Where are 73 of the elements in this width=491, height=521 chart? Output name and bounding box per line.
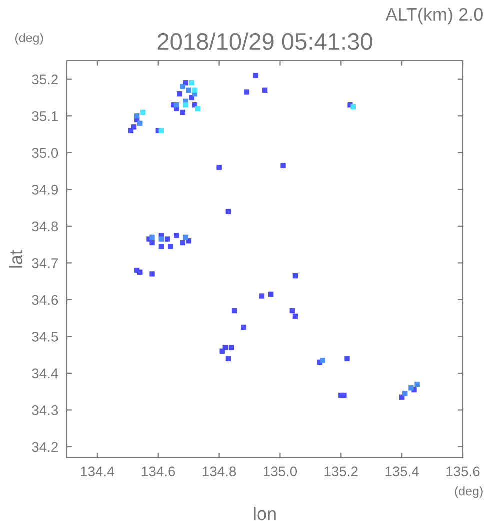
y-tick-label: 34.5 <box>32 332 58 342</box>
y-tick-label: 35.2 <box>32 74 58 85</box>
point <box>350 104 356 110</box>
point <box>158 128 164 134</box>
point <box>344 356 350 362</box>
x-tick-label: 134.8 <box>202 466 236 477</box>
text: (deg) <box>16 33 44 45</box>
y-tick-label: 34.9 <box>32 184 58 195</box>
text: (deg) <box>455 486 483 498</box>
x-tick-label: 135.0 <box>264 466 298 477</box>
point <box>183 102 188 108</box>
x-tick-label: 135.6 <box>446 466 480 477</box>
point <box>226 356 232 362</box>
point <box>177 91 182 97</box>
x-tick-label: 135.2 <box>324 466 358 477</box>
x-tick-label: 134.4 <box>81 466 114 477</box>
point <box>216 165 222 170</box>
point <box>290 308 296 314</box>
point <box>138 270 143 275</box>
point <box>262 88 268 94</box>
chart-title: 2018/10/29 05:41:30 <box>158 32 372 50</box>
point <box>174 102 180 108</box>
point <box>232 308 238 314</box>
y-tick-label: 34.7 <box>32 258 58 268</box>
point <box>150 234 155 240</box>
point <box>220 348 225 354</box>
point <box>180 110 186 116</box>
point <box>150 240 155 246</box>
point <box>138 120 143 126</box>
y-axis-title: lat <box>9 250 23 268</box>
point <box>192 88 198 94</box>
point <box>414 382 420 388</box>
point <box>189 80 194 86</box>
point <box>180 84 186 90</box>
point <box>320 358 326 364</box>
y-tick-label: 34.2 <box>32 442 58 452</box>
point <box>244 90 250 95</box>
point <box>164 236 170 242</box>
point <box>259 294 265 299</box>
x-tick-label: 135.4 <box>386 466 420 477</box>
point <box>268 292 274 298</box>
point <box>128 128 134 134</box>
point <box>158 244 164 250</box>
point <box>180 240 186 246</box>
point <box>140 110 146 116</box>
point <box>183 234 188 240</box>
text: ALT(km) 2.0 <box>386 8 483 25</box>
point <box>342 392 347 398</box>
point <box>174 233 180 238</box>
y-tick-label: 34.8 <box>32 222 58 232</box>
point <box>253 73 258 78</box>
x-tick-label: 134.6 <box>142 466 176 477</box>
point <box>280 163 286 168</box>
point <box>292 314 298 320</box>
point <box>241 324 246 330</box>
x-axis-title: lon <box>254 507 276 520</box>
y-tick-label: 35.1 <box>32 111 58 122</box>
point <box>292 273 298 279</box>
point <box>408 386 414 391</box>
point <box>168 244 174 250</box>
point <box>158 236 164 242</box>
y-tick-label: 34.3 <box>32 406 58 416</box>
y-tick-label: 35.0 <box>32 148 58 158</box>
point <box>150 272 155 277</box>
point <box>226 209 232 214</box>
point <box>134 114 140 119</box>
point <box>228 345 234 350</box>
y-tick-label: 34.6 <box>32 295 58 306</box>
point <box>186 88 192 94</box>
y-tick-label: 34.4 <box>32 368 58 379</box>
point <box>189 95 194 100</box>
point <box>402 391 408 396</box>
point <box>195 106 201 112</box>
